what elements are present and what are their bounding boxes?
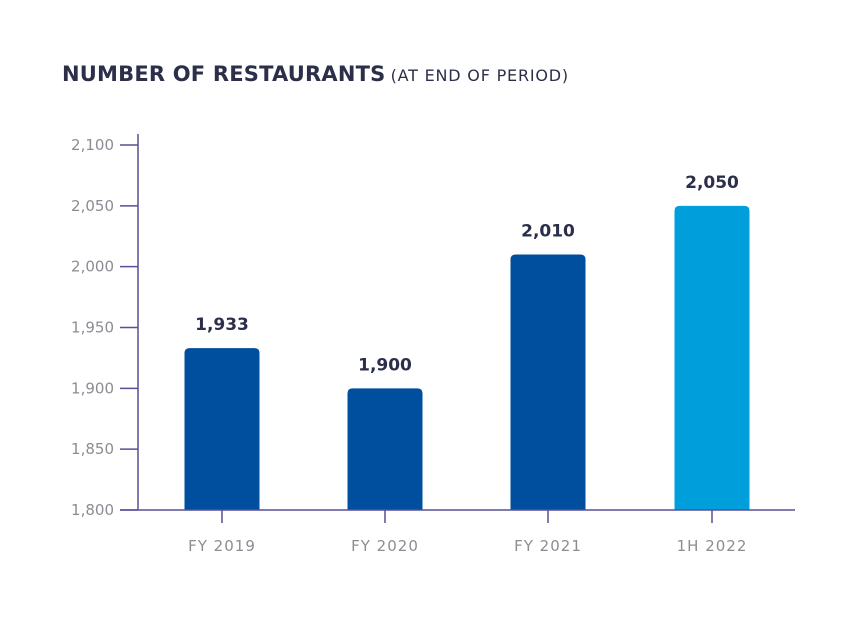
bar-fy-2020 — [347, 388, 423, 510]
chart-title-group: NUMBER OF RESTAURANTS (AT END OF PERIOD) — [62, 62, 569, 86]
data-label: 1,900 — [358, 355, 412, 375]
data-label: 2,010 — [521, 222, 575, 242]
y-tick-label: 1,950 — [71, 319, 114, 337]
chart-subtitle: (AT END OF PERIOD) — [390, 66, 569, 85]
x-tick-label: FY 2021 — [514, 537, 582, 555]
y-tick-label: 1,900 — [71, 379, 114, 397]
x-tick-label: 1H 2022 — [677, 537, 748, 555]
bar-fy-2021 — [510, 254, 586, 510]
x-tick-label: FY 2019 — [188, 537, 256, 555]
data-label: 2,050 — [685, 173, 739, 193]
bar-fy-2019 — [184, 348, 260, 510]
y-tick-label: 2,100 — [71, 136, 114, 154]
chart-title: NUMBER OF RESTAURANTS — [62, 62, 386, 86]
y-tick-label: 2,000 — [71, 258, 114, 276]
x-tick-label: FY 2020 — [351, 537, 419, 555]
bar-1h-2022 — [674, 205, 750, 511]
data-label: 1,933 — [195, 315, 249, 335]
y-tick-label: 1,800 — [71, 501, 114, 519]
y-tick-label: 1,850 — [71, 440, 114, 458]
y-tick-label: 2,050 — [71, 197, 114, 215]
